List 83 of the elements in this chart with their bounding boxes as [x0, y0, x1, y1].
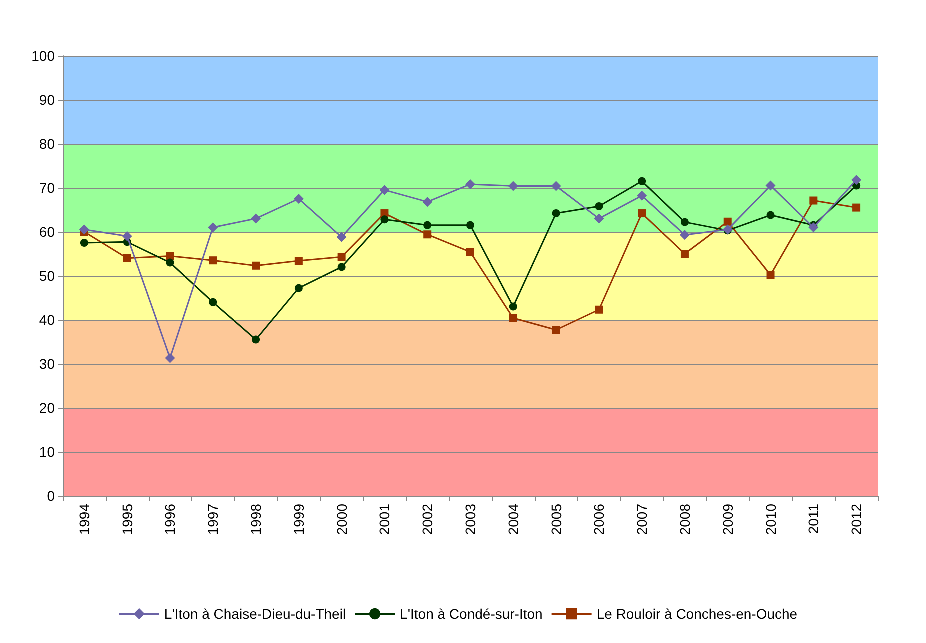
x-tick-label: 2005 — [548, 504, 564, 536]
x-tick-label: 2001 — [376, 504, 393, 536]
point — [252, 336, 260, 344]
point — [637, 190, 648, 201]
y-tick-label: 90 — [39, 92, 56, 108]
point — [166, 252, 174, 260]
y-tick-label: 40 — [39, 312, 56, 328]
y-tick-label: 50 — [39, 268, 56, 284]
point — [595, 306, 604, 314]
point — [209, 298, 218, 306]
point — [551, 181, 562, 192]
x-tick-label: 2006 — [591, 504, 608, 536]
point — [380, 216, 389, 224]
point — [595, 202, 604, 210]
x-tick-label: 2004 — [505, 504, 522, 536]
x-tick-label: 2011 — [806, 504, 822, 534]
point — [294, 194, 304, 204]
point — [294, 257, 303, 266]
point — [80, 239, 88, 247]
x-tick-label: 2012 — [848, 504, 865, 536]
x-tick-label: 2007 — [634, 504, 650, 536]
y-tick-label: 100 — [32, 48, 56, 64]
y-tick-label: 0 — [47, 488, 56, 504]
x-tick-label: 1998 — [248, 504, 264, 536]
x-tick-label: 2000 — [334, 504, 350, 536]
x-tick-label: 2010 — [762, 504, 779, 536]
point — [552, 326, 560, 334]
x-tick-label: 1994 — [76, 504, 92, 536]
y-tick-label: 60 — [39, 224, 56, 240]
legend-label: L'Iton à Condé-sur-Iton — [400, 606, 543, 622]
point — [208, 222, 218, 233]
y-tick-label: 10 — [39, 444, 56, 460]
x-tick-label: 2008 — [676, 504, 693, 536]
point — [594, 214, 604, 224]
x-tick-label: 1996 — [162, 504, 178, 536]
point — [466, 221, 474, 230]
legend-label: L'Iton à Chaise-Dieu-du-Theil — [164, 606, 346, 622]
point — [766, 180, 776, 191]
point — [166, 258, 174, 267]
point — [336, 232, 347, 242]
point — [79, 224, 90, 235]
point — [680, 250, 689, 258]
point — [422, 197, 433, 208]
x-tick-label: 1995 — [119, 504, 136, 536]
point — [424, 230, 432, 239]
point — [209, 256, 218, 265]
point — [424, 221, 432, 230]
x-tick-label: 2009 — [720, 504, 736, 536]
point — [338, 263, 346, 272]
point — [466, 179, 476, 190]
point — [766, 211, 775, 220]
x-tick-label: 2002 — [420, 504, 436, 536]
point — [852, 204, 861, 212]
point — [251, 214, 262, 224]
x-tick-label: 2003 — [462, 504, 478, 536]
y-tick-label: 80 — [39, 136, 56, 152]
point — [123, 254, 132, 262]
point — [808, 222, 819, 233]
point — [638, 210, 646, 218]
y-tick-label: 20 — [39, 400, 56, 416]
point — [122, 231, 132, 242]
point — [810, 196, 818, 205]
point — [338, 253, 346, 262]
x-tick-label: 1997 — [205, 504, 222, 536]
point — [508, 181, 518, 192]
x-tick-label: 1999 — [290, 504, 307, 536]
point — [294, 284, 303, 292]
y-tick-label: 30 — [39, 356, 56, 372]
point — [165, 353, 176, 364]
point — [680, 230, 690, 240]
point — [552, 210, 560, 218]
point — [852, 175, 862, 186]
point — [766, 271, 775, 280]
point — [724, 218, 732, 226]
point — [466, 248, 474, 256]
point — [252, 262, 260, 270]
point — [380, 185, 390, 196]
point — [680, 218, 689, 226]
point — [509, 302, 518, 311]
y-tick-label: 70 — [39, 180, 56, 196]
legend-label: Le Rouloir à Conches-en-Ouche — [596, 606, 798, 622]
point — [509, 314, 518, 322]
point — [638, 177, 646, 186]
